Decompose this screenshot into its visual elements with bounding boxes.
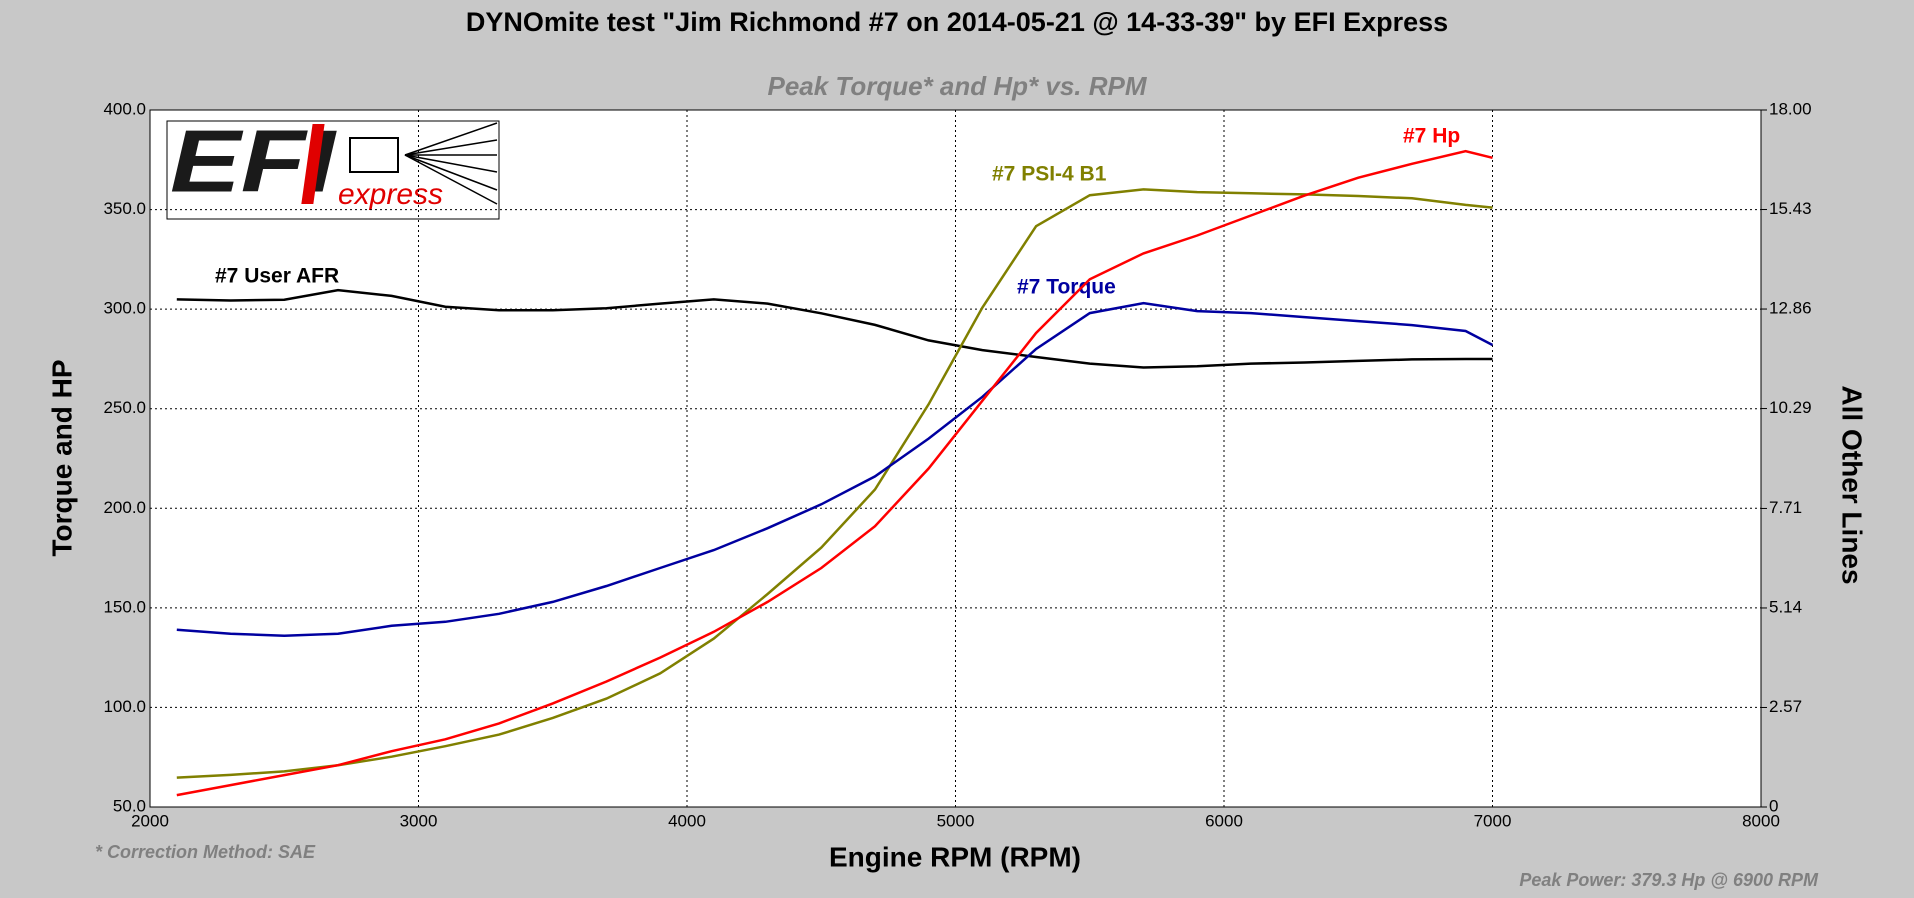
y2-axis-label: All Other Lines bbox=[1837, 385, 1868, 584]
series-line bbox=[176, 301, 1494, 637]
x-tick-label: 4000 bbox=[668, 811, 706, 830]
y2-tick-label: 0 bbox=[1769, 796, 1778, 815]
y2-tick-label: 18.00 bbox=[1769, 99, 1812, 118]
chart-title: DYNOmite test "Jim Richmond #7 on 2014-0… bbox=[466, 7, 1448, 37]
series-label: #7 User AFR bbox=[215, 265, 339, 288]
y2-tick-label: 7.71 bbox=[1769, 498, 1802, 517]
x-axis-label: Engine RPM (RPM) bbox=[829, 841, 1081, 872]
chart-subtitle: Peak Torque* and Hp* vs. RPM bbox=[767, 71, 1147, 101]
y2-tick-label: 5.14 bbox=[1769, 597, 1802, 616]
y-tick-label: 150.0 bbox=[103, 597, 146, 616]
y-axis-label: Torque and HP bbox=[46, 359, 77, 556]
x-tick-label: 7000 bbox=[1474, 811, 1512, 830]
y-tick-label: 300.0 bbox=[103, 299, 146, 318]
x-tick-label: 8000 bbox=[1742, 811, 1780, 830]
logo-engine bbox=[349, 137, 399, 173]
x-tick-label: 3000 bbox=[400, 811, 438, 830]
y-tick-label: 100.0 bbox=[103, 697, 146, 716]
series-label: #7 PSI-4 B1 bbox=[992, 163, 1107, 186]
logo-sub: express bbox=[338, 178, 443, 211]
logo-bar bbox=[301, 124, 325, 204]
y-tick-label: 350.0 bbox=[103, 199, 146, 218]
x-tick-label: 5000 bbox=[937, 811, 975, 830]
y-tick-label: 50.0 bbox=[113, 796, 146, 815]
y2-tick-label: 12.86 bbox=[1769, 299, 1812, 318]
x-tick-label: 6000 bbox=[1205, 811, 1243, 830]
y-tick-label: 200.0 bbox=[103, 498, 146, 517]
y2-tick-label: 15.43 bbox=[1769, 199, 1812, 218]
y-tick-label: 400.0 bbox=[103, 99, 146, 118]
footnote: * Correction Method: SAE bbox=[95, 842, 316, 862]
logo: EFI express bbox=[166, 111, 500, 220]
series-label: #7 Torque bbox=[1017, 276, 1116, 299]
series-label: #7 Hp bbox=[1403, 125, 1460, 148]
logo-spray bbox=[404, 122, 498, 205]
y2-tick-label: 2.57 bbox=[1769, 697, 1802, 716]
series-line bbox=[176, 188, 1493, 779]
y2-tick-label: 10.29 bbox=[1769, 398, 1812, 417]
y-tick-label: 250.0 bbox=[103, 398, 146, 417]
series-line bbox=[176, 288, 1493, 369]
series-line bbox=[176, 149, 1493, 797]
x-tick-label: 2000 bbox=[131, 811, 169, 830]
peak-power-note: Peak Power: 379.3 Hp @ 6900 RPM bbox=[1519, 870, 1819, 890]
